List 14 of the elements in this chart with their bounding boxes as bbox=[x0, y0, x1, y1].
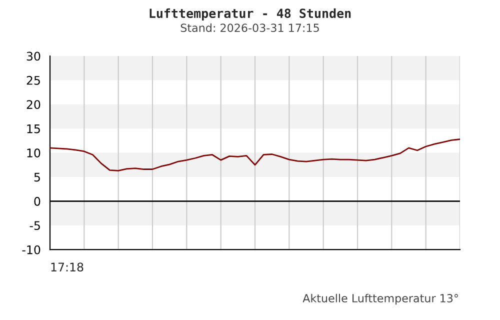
y-tick-label: 0 bbox=[34, 196, 40, 206]
y-tick-label: -5 bbox=[30, 221, 40, 230]
chart-subtitle: Stand: 2026-03-31 17:15 bbox=[180, 23, 319, 32]
y-tick-label: 15 bbox=[27, 124, 40, 134]
text: Aktuelle Lufttemperatur 13° bbox=[302, 294, 458, 305]
y-tick-label: 20 bbox=[26, 100, 40, 110]
y-tick-label: -10 bbox=[22, 245, 40, 254]
y-tick-label: 30 bbox=[26, 52, 40, 61]
y-tick-label: 25 bbox=[26, 76, 40, 85]
y-tick-label: 10 bbox=[27, 148, 40, 158]
chart-title: Lufttemperatur - 48 Stunden bbox=[150, 8, 351, 20]
line-series bbox=[50, 138, 460, 172]
y-tick-label: 5 bbox=[34, 172, 40, 182]
text: 17:18 bbox=[51, 262, 84, 272]
